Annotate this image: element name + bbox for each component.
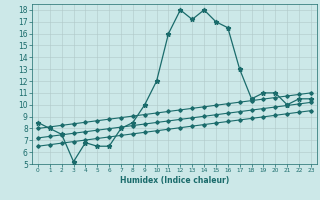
X-axis label: Humidex (Indice chaleur): Humidex (Indice chaleur) [120,176,229,185]
